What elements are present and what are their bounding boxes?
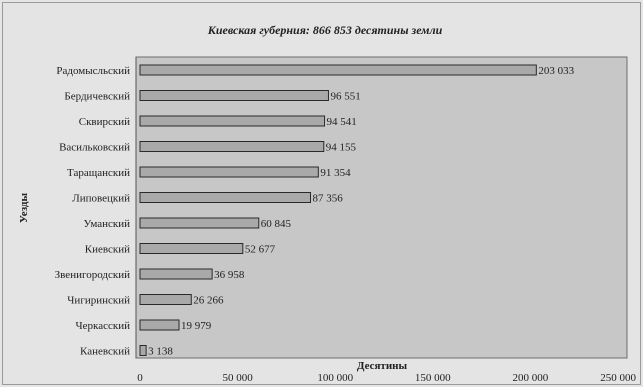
bar-11 — [139, 319, 180, 331]
category-label-5: Таращанский — [67, 167, 130, 179]
bar-2 — [139, 90, 329, 101]
bar-3 — [139, 115, 326, 127]
category-label-11: Черкасский — [76, 320, 131, 332]
bar-7 — [139, 217, 260, 229]
category-label-7: Уманский — [84, 218, 131, 230]
bar-10 — [139, 294, 192, 305]
y-axis-title: Уезды — [18, 193, 30, 224]
chart-title: Киевская губерния: 866 853 десятины земл… — [207, 23, 443, 37]
value-label-5: 91 354 — [320, 167, 351, 179]
x-tick-label-6: 250 000 — [600, 372, 636, 384]
bar-1 — [139, 64, 537, 76]
bar-12 — [139, 345, 147, 356]
bar-4 — [139, 141, 325, 152]
value-label-3: 94 541 — [327, 116, 357, 128]
bar-5 — [139, 166, 319, 178]
value-label-10: 26 266 — [193, 295, 224, 307]
category-label-10: Чигиринский — [67, 295, 130, 307]
category-label-9: Звенигородский — [55, 269, 130, 281]
plot-area — [135, 56, 628, 359]
value-label-1: 203 033 — [538, 65, 574, 77]
x-tick-label-5: 200 000 — [513, 372, 549, 384]
value-label-11: 19 979 — [181, 320, 212, 332]
value-label-9: 36 958 — [214, 269, 245, 281]
x-tick-label-3: 100 000 — [317, 372, 353, 384]
bar-chart: Киевская губерния: 866 853 десятины земл… — [18, 23, 637, 384]
bar-6 — [139, 192, 312, 203]
bar-9 — [139, 268, 213, 280]
value-label-4: 94 155 — [326, 142, 357, 154]
x-axis-title: Десятины — [357, 360, 408, 372]
category-label-8: Киевский — [85, 244, 130, 256]
value-label-7: 60 845 — [261, 218, 292, 230]
category-label-4: Васильковский — [59, 142, 130, 154]
value-label-12: 3 138 — [148, 346, 173, 358]
value-label-2: 96 551 — [330, 91, 360, 103]
x-tick-label-1: 0 — [137, 372, 143, 384]
x-tick-label-2: 50 000 — [222, 372, 253, 384]
category-label-3: Сквирский — [79, 116, 130, 128]
category-label-1: Радомысльский — [56, 65, 130, 77]
category-label-2: Бердичевский — [64, 91, 130, 103]
category-label-6: Липовецкий — [72, 193, 130, 205]
bar-8 — [139, 243, 244, 254]
category-label-12: Каневский — [80, 346, 130, 358]
x-tick-label-4: 150 000 — [415, 372, 451, 384]
value-label-6: 87 356 — [313, 193, 344, 205]
value-label-8: 52 677 — [245, 244, 276, 256]
